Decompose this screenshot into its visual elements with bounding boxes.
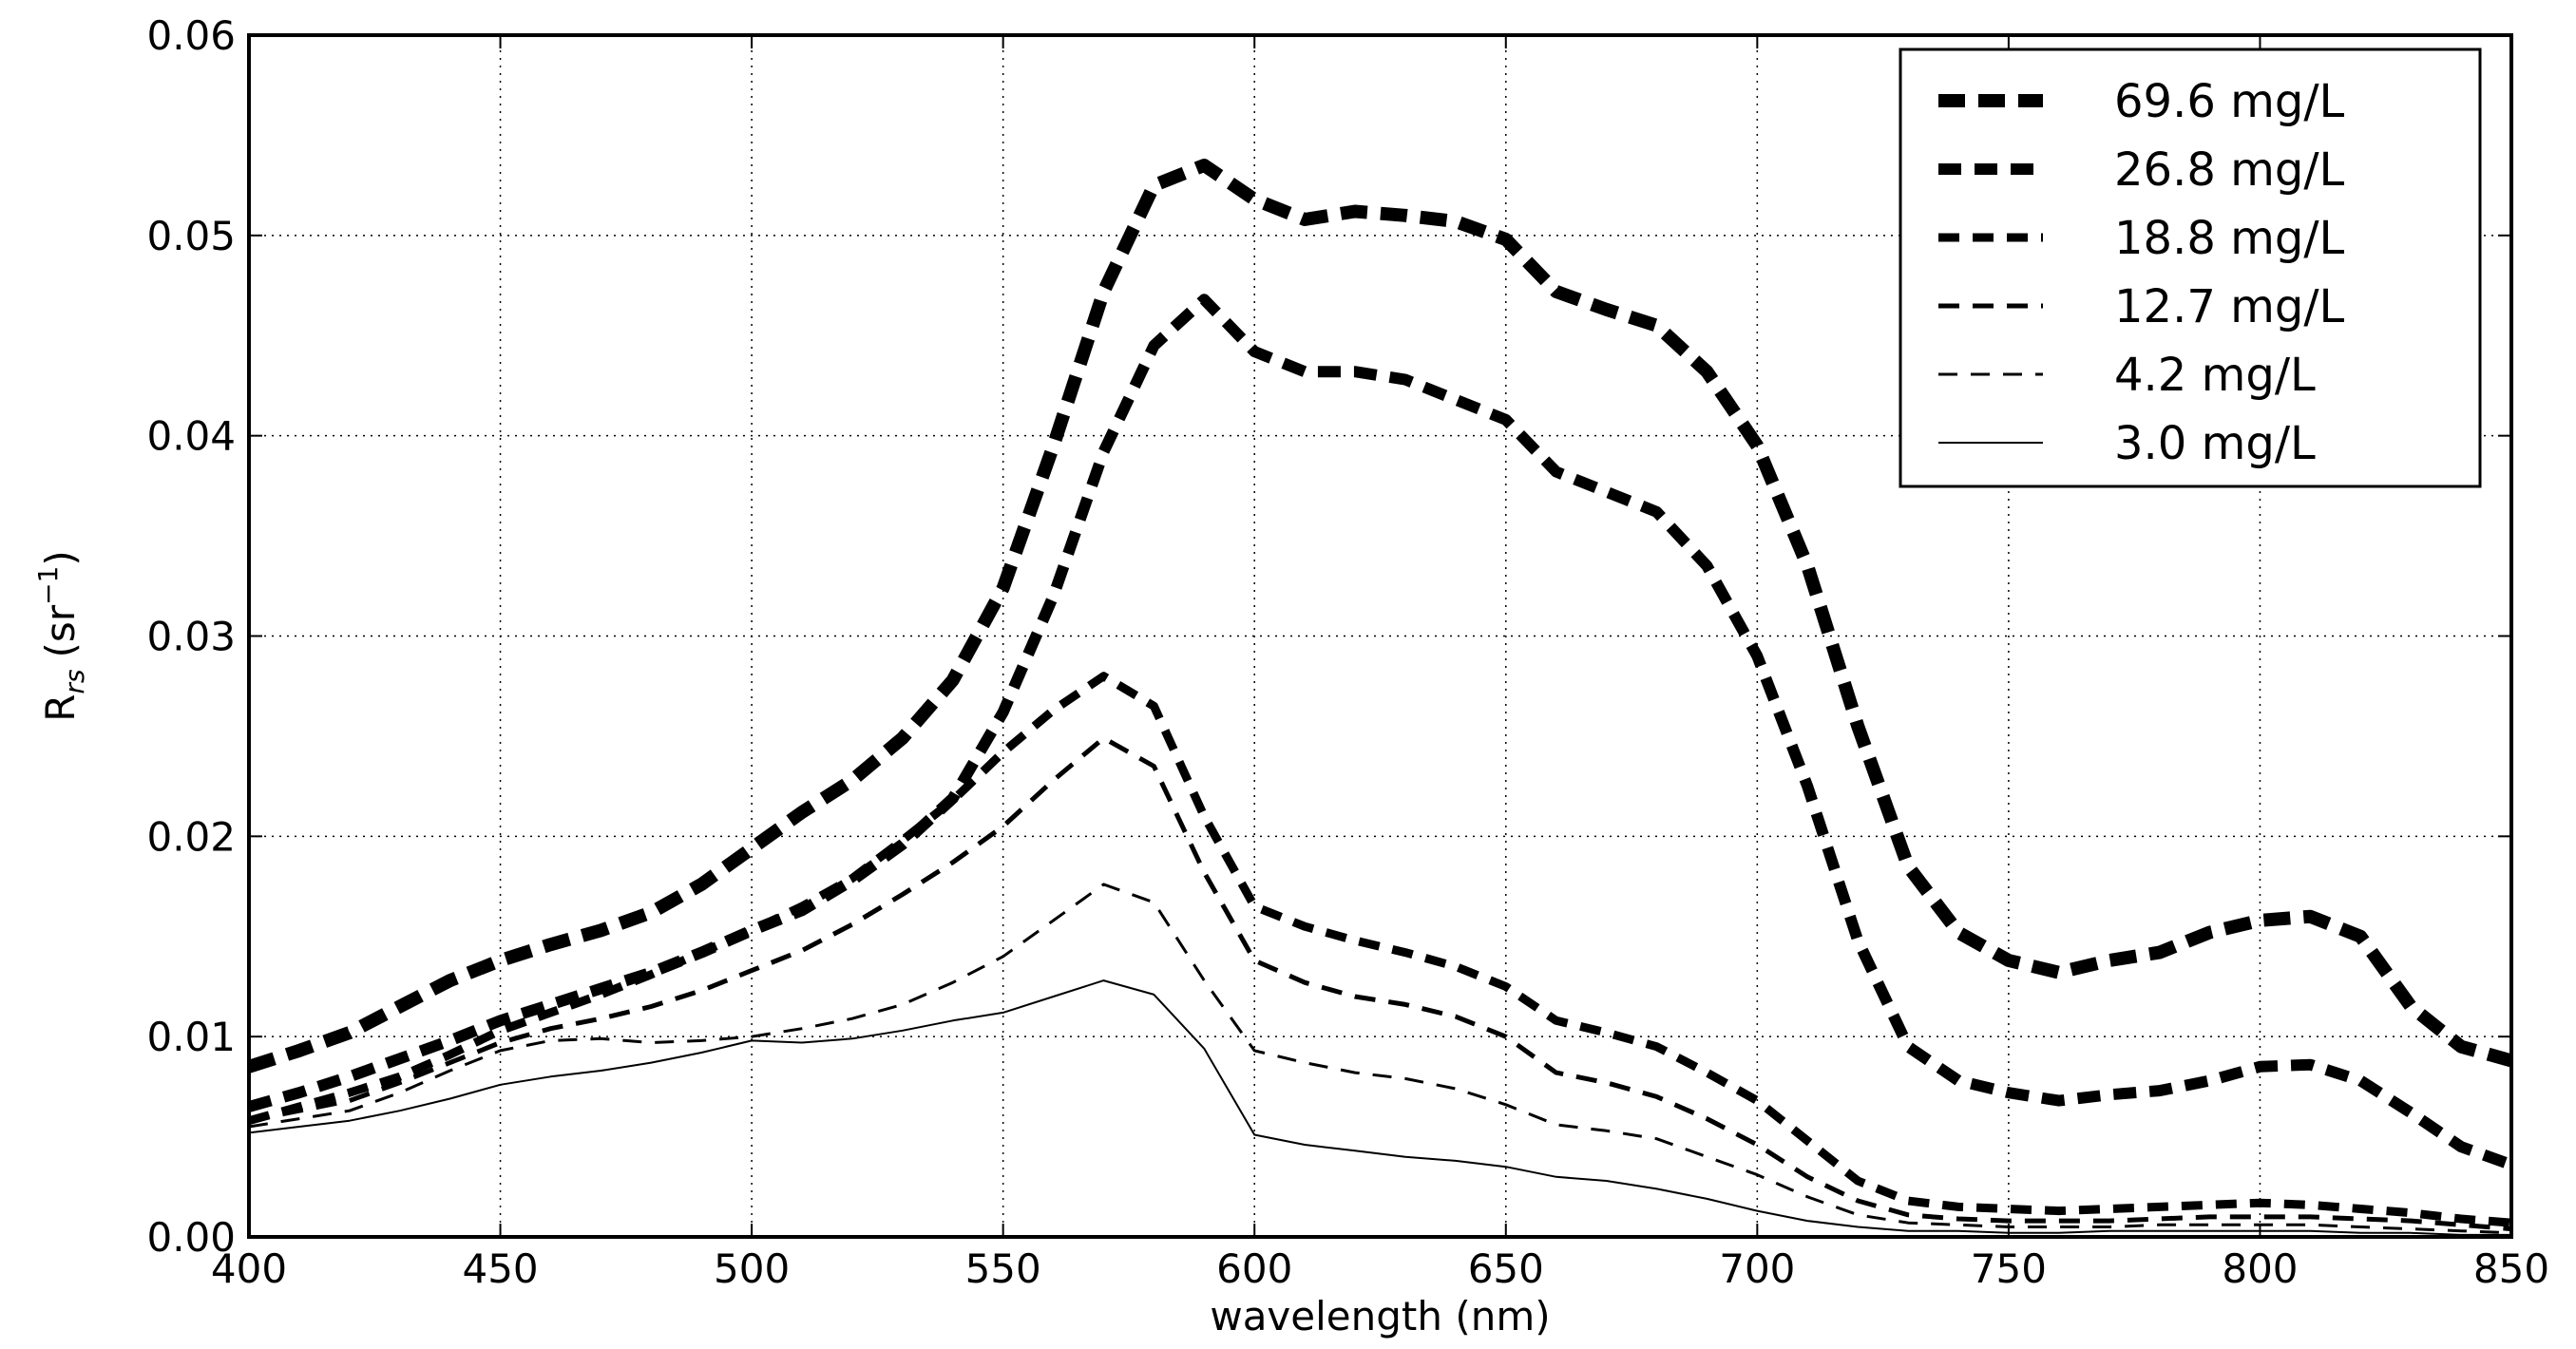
series-line-4 bbox=[248, 883, 2512, 1235]
x-tick-label: 550 bbox=[965, 1245, 1041, 1292]
legend-label-4: 4.2 mg/L bbox=[2114, 349, 2316, 402]
x-tick-label: 400 bbox=[211, 1245, 287, 1292]
legend-label-2: 18.8 mg/L bbox=[2114, 212, 2345, 265]
axis-ticks: 400 450 500 550 600 650 700 750 800 850 0.00 0.01 0.… bbox=[146, 12, 2549, 1292]
y-tick-label: 0.04 bbox=[146, 413, 236, 460]
x-tick-label: 700 bbox=[1719, 1245, 1795, 1292]
series-line-3 bbox=[248, 735, 2512, 1232]
legend: 69.6 mg/L 26.8 mg/L 18.8 mg/L 12.7 mg/L 4.2 … bbox=[1899, 48, 2482, 488]
x-tick-label: 800 bbox=[2222, 1245, 2298, 1292]
x-tick-label: 650 bbox=[1468, 1245, 1544, 1292]
legend-label-5: 3.0 mg/L bbox=[2114, 417, 2316, 470]
series-line-5 bbox=[248, 979, 2511, 1236]
y-axis-label-units: (sr bbox=[37, 604, 84, 657]
series-lines bbox=[246, 159, 2514, 1236]
y-axis-label-base: R bbox=[37, 694, 84, 722]
y-tick-label: 0.03 bbox=[146, 614, 236, 660]
x-tick-label: 450 bbox=[462, 1245, 538, 1292]
y-tick-label: 0.05 bbox=[146, 213, 236, 259]
x-tick-label: 750 bbox=[1971, 1245, 2047, 1292]
y-axis-label-close: ) bbox=[37, 550, 84, 565]
legend-box bbox=[1899, 48, 2482, 488]
y-axis-label: Rrs (sr−1) bbox=[32, 550, 90, 722]
y-axis-label-sub: rs bbox=[59, 669, 90, 694]
y-tick-label: 0.06 bbox=[146, 12, 236, 59]
legend-label-3: 12.7 mg/L bbox=[2114, 280, 2345, 333]
series-line-1 bbox=[247, 294, 2514, 1170]
x-tick-label: 500 bbox=[714, 1245, 790, 1292]
legend-label-0: 69.6 mg/L bbox=[2114, 75, 2345, 128]
y-tick-label: 0.01 bbox=[146, 1014, 236, 1060]
x-tick-label: 850 bbox=[2473, 1245, 2549, 1292]
y-axis-label-sup: −1 bbox=[32, 566, 64, 605]
series-line-0 bbox=[246, 159, 2513, 1074]
y-tick-label: 0.02 bbox=[146, 813, 236, 860]
x-tick-label: 600 bbox=[1216, 1245, 1292, 1292]
legend-label-1: 26.8 mg/L bbox=[2114, 143, 2345, 197]
x-axis-label: wavelength (nm) bbox=[1210, 1293, 1550, 1340]
y-tick-label: 0.00 bbox=[146, 1214, 236, 1261]
